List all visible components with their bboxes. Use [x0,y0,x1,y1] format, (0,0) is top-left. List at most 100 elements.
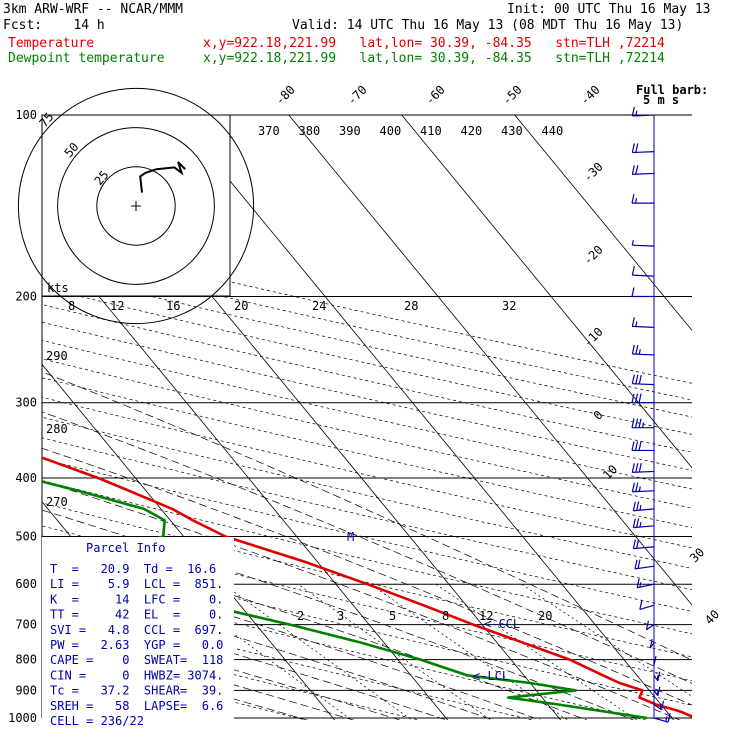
wind-barb-flag [631,317,635,327]
wind-barb-flag [635,143,639,153]
isotherm-label: -30 [581,160,606,185]
parcel-info-row: T = 20.9 Td = 16.6 [50,562,216,576]
pressure-tick-label: 100 [15,108,37,122]
wind-barb-flag [638,393,642,403]
wind-barb [631,106,655,117]
wind-barb [653,700,665,711]
hodograph-ring [96,166,176,246]
hodograph-speed-tick: 20 [234,299,248,313]
wind-barb-half-flag [635,321,638,327]
wind-barb-half-flag [639,505,642,511]
mixing-ratio-line [298,583,492,720]
temperature-profile [42,456,692,718]
dewpoint-legend-label: Dewpoint temperature [8,51,165,66]
mixing-ratio-label: 20 [538,609,552,623]
hodograph-speed-tick: 8 [68,299,75,313]
lcl-marker: <-LCL [473,669,509,683]
parcel-info-background [42,537,234,720]
pressure-tick-label: 700 [15,618,37,632]
wind-barb-half-flag [638,486,641,492]
wind-barb-flag [635,482,639,492]
wind-barb [631,266,655,277]
wind-barb [632,539,655,550]
valid-time: Valid: 14 UTC Thu 16 May 13 (08 MDT Thu … [292,18,684,33]
theta-label: 380 [299,124,321,138]
parcel-info-row: SREH = 58 LAPSE= 6.6 [50,699,223,713]
wind-barb-flag [631,441,635,451]
wind-barb-flag [631,482,635,492]
wind-barb-flag [636,501,640,511]
wind-barb [631,393,654,404]
temperature-location: x,y=922.18,221.99 lat,lon= 30.39, -84.35… [203,36,665,51]
dry-adiabat-line [42,458,692,612]
wind-barb-flag [638,418,642,428]
moist-adiabat-line [42,630,355,720]
level-marker: M [347,530,354,544]
wind-barb [631,441,654,452]
wind-barb [653,671,661,682]
wind-barb [631,287,654,298]
wind-barb [631,418,654,429]
theta-label: 410 [420,124,442,138]
wind-barb [653,686,661,697]
wind-barb [634,559,655,570]
wind-barb [631,344,655,356]
dewpoint-location: x,y=922.18,221.99 lat,lon= 30.39, -84.35… [203,51,665,66]
wind-barb-flag [631,287,635,297]
mixing-ratio-line [521,583,692,697]
mixing-ratio-label: 12 [479,609,493,623]
wind-barb-flag [631,106,635,117]
wind-barb-staff [632,383,655,386]
wind-barb [636,578,655,589]
wind-barb-flag [634,441,639,451]
wind-barb-staff [632,274,655,277]
hodograph-speed-tick: 32 [502,299,516,313]
moist-adiabat-line [42,480,681,720]
wind-barb-flag [634,418,639,428]
parcel-info-panel: Parcel Info T = 20.9 Td = 16.6LI = 5.9 LC… [42,537,234,728]
parcel-info-row: LI = 5.9 LCL = 851. [50,577,223,591]
moist-adiabat-line [42,509,635,720]
isotherm-label: -60 [423,83,448,108]
wind-barb-flag [635,374,639,384]
isotherm-label: -10 [581,325,606,350]
wind-barb-flag [632,518,636,528]
dry-adiabat-line [42,480,692,635]
pressure-tick-label: 600 [15,577,37,591]
ccl-marker: <-CCL [484,617,520,631]
isotherm-label: -80 [273,83,298,108]
isotherm-label: 40 [702,607,722,627]
wind-barb-flag [636,518,640,528]
parcel-info-title: Parcel Info [86,541,165,555]
wind-barb-flag [639,600,643,610]
wind-barb-flag [631,393,635,403]
wind-barb-half-flag [656,689,659,696]
theta-label: 270 [46,495,68,509]
wind-barb-half-flag [631,240,634,246]
wind-barb-flag [635,345,639,355]
dry-adiabat-line [42,625,421,720]
wind-barb [631,462,655,473]
isotherm-line [514,115,692,332]
wind-barb [649,638,655,649]
moist-adiabat-line [42,597,448,720]
wind-barb-half-flag [638,349,641,355]
wind-barb-staff [632,244,655,247]
wind-barb [645,620,655,631]
wind-barb-staff [632,325,655,328]
theta-label: 370 [258,124,280,138]
mixing-ratio-label: 8 [442,609,449,623]
parcel-info-row: TT = 42 EL = 0. [50,608,223,622]
wind-barb-half-flag [639,521,642,528]
pressure-tick-label: 900 [15,683,37,697]
isotherm-label: -70 [345,83,370,108]
wind-barb-flag [653,655,657,666]
theta-label: 290 [46,349,68,363]
parcel-info-row: Tc = 37.2 SHEAR= 39. [50,684,223,698]
theta-label: 430 [501,124,523,138]
parcel-info-row: CAPE = 0 SWEAT= 118 [50,653,223,667]
parcel-info-row: PW = 2.63 YGP = 0.0 [50,638,223,652]
wind-barb [653,655,657,666]
temperature-legend-label: Temperature [8,36,95,51]
